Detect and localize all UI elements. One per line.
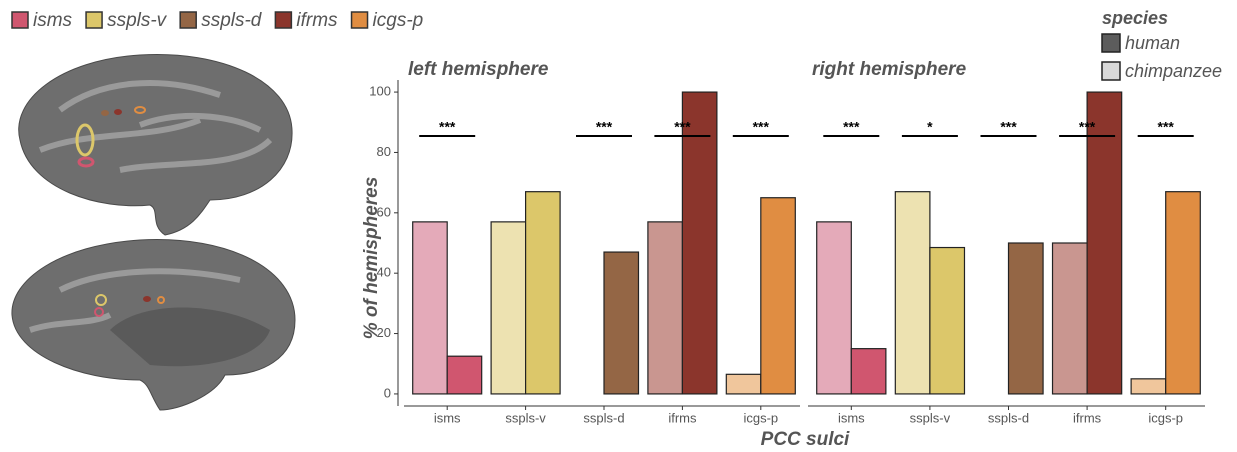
x-axis-label: PCC sulci [761,429,850,450]
legend-label: sspls-d [201,10,263,31]
bar [761,198,795,394]
bar [491,222,525,394]
significance-label: *** [1000,119,1017,135]
x-tick-label: sspls-d [583,410,624,425]
y-axis-label: % of hemispheres [361,177,382,340]
x-tick-label: isms [434,410,461,425]
bar [851,349,886,394]
significance-label: *** [843,119,860,135]
bar [413,222,447,394]
significance-label: *** [674,119,691,135]
bar [1166,192,1201,394]
legend-label: isms [33,10,73,31]
bar [1053,243,1088,394]
legend-swatch [180,12,196,28]
significance-label: *** [1079,119,1096,135]
legend-swatch [1102,34,1120,52]
x-tick-label: icgs-p [1148,410,1183,425]
bar [930,248,965,394]
x-tick-label: ifrms [668,410,697,425]
bar [526,192,560,394]
legend-label: ifrms [296,10,338,31]
bar [817,222,852,394]
bar [447,356,481,394]
significance-label: * [927,119,933,135]
legend-swatch [86,12,102,28]
bar [895,192,930,394]
legend-swatch [12,12,28,28]
y-tick-label: 100 [369,84,391,99]
legend-label: icgs-p [373,10,424,31]
significance-label: *** [439,119,456,135]
figure: isms sspls-v sspls-d ifrms icgs-p species huma… [0,0,1237,452]
brain-illustrations [12,54,295,410]
legend-swatch [1102,62,1120,80]
significance-label: *** [753,119,770,135]
legend-label: sspls-v [107,10,168,31]
facet-title: left hemisphere [408,59,549,80]
facet-title: right hemisphere [812,59,967,80]
legend-title: species [1102,8,1168,28]
legend-swatch [352,12,368,28]
bar [726,374,760,394]
legend-label: chimpanzee [1125,61,1222,81]
x-tick-label: sspls-d [988,410,1029,425]
x-tick-label: ifrms [1073,410,1102,425]
legend-label: human [1125,33,1180,53]
x-tick-label: sspls-v [910,410,951,425]
bar [1087,92,1122,394]
significance-label: *** [1158,119,1175,135]
legend-swatch [275,12,291,28]
bar [604,252,638,394]
bar [1131,379,1166,394]
x-tick-label: isms [838,410,865,425]
bar [1009,243,1044,394]
x-tick-label: sspls-v [505,410,546,425]
significance-label: *** [596,119,613,135]
bar [648,222,682,394]
y-tick-label: 80 [377,144,391,159]
y-tick-label: 0 [384,385,391,400]
bar [682,92,716,394]
x-tick-label: icgs-p [743,410,778,425]
